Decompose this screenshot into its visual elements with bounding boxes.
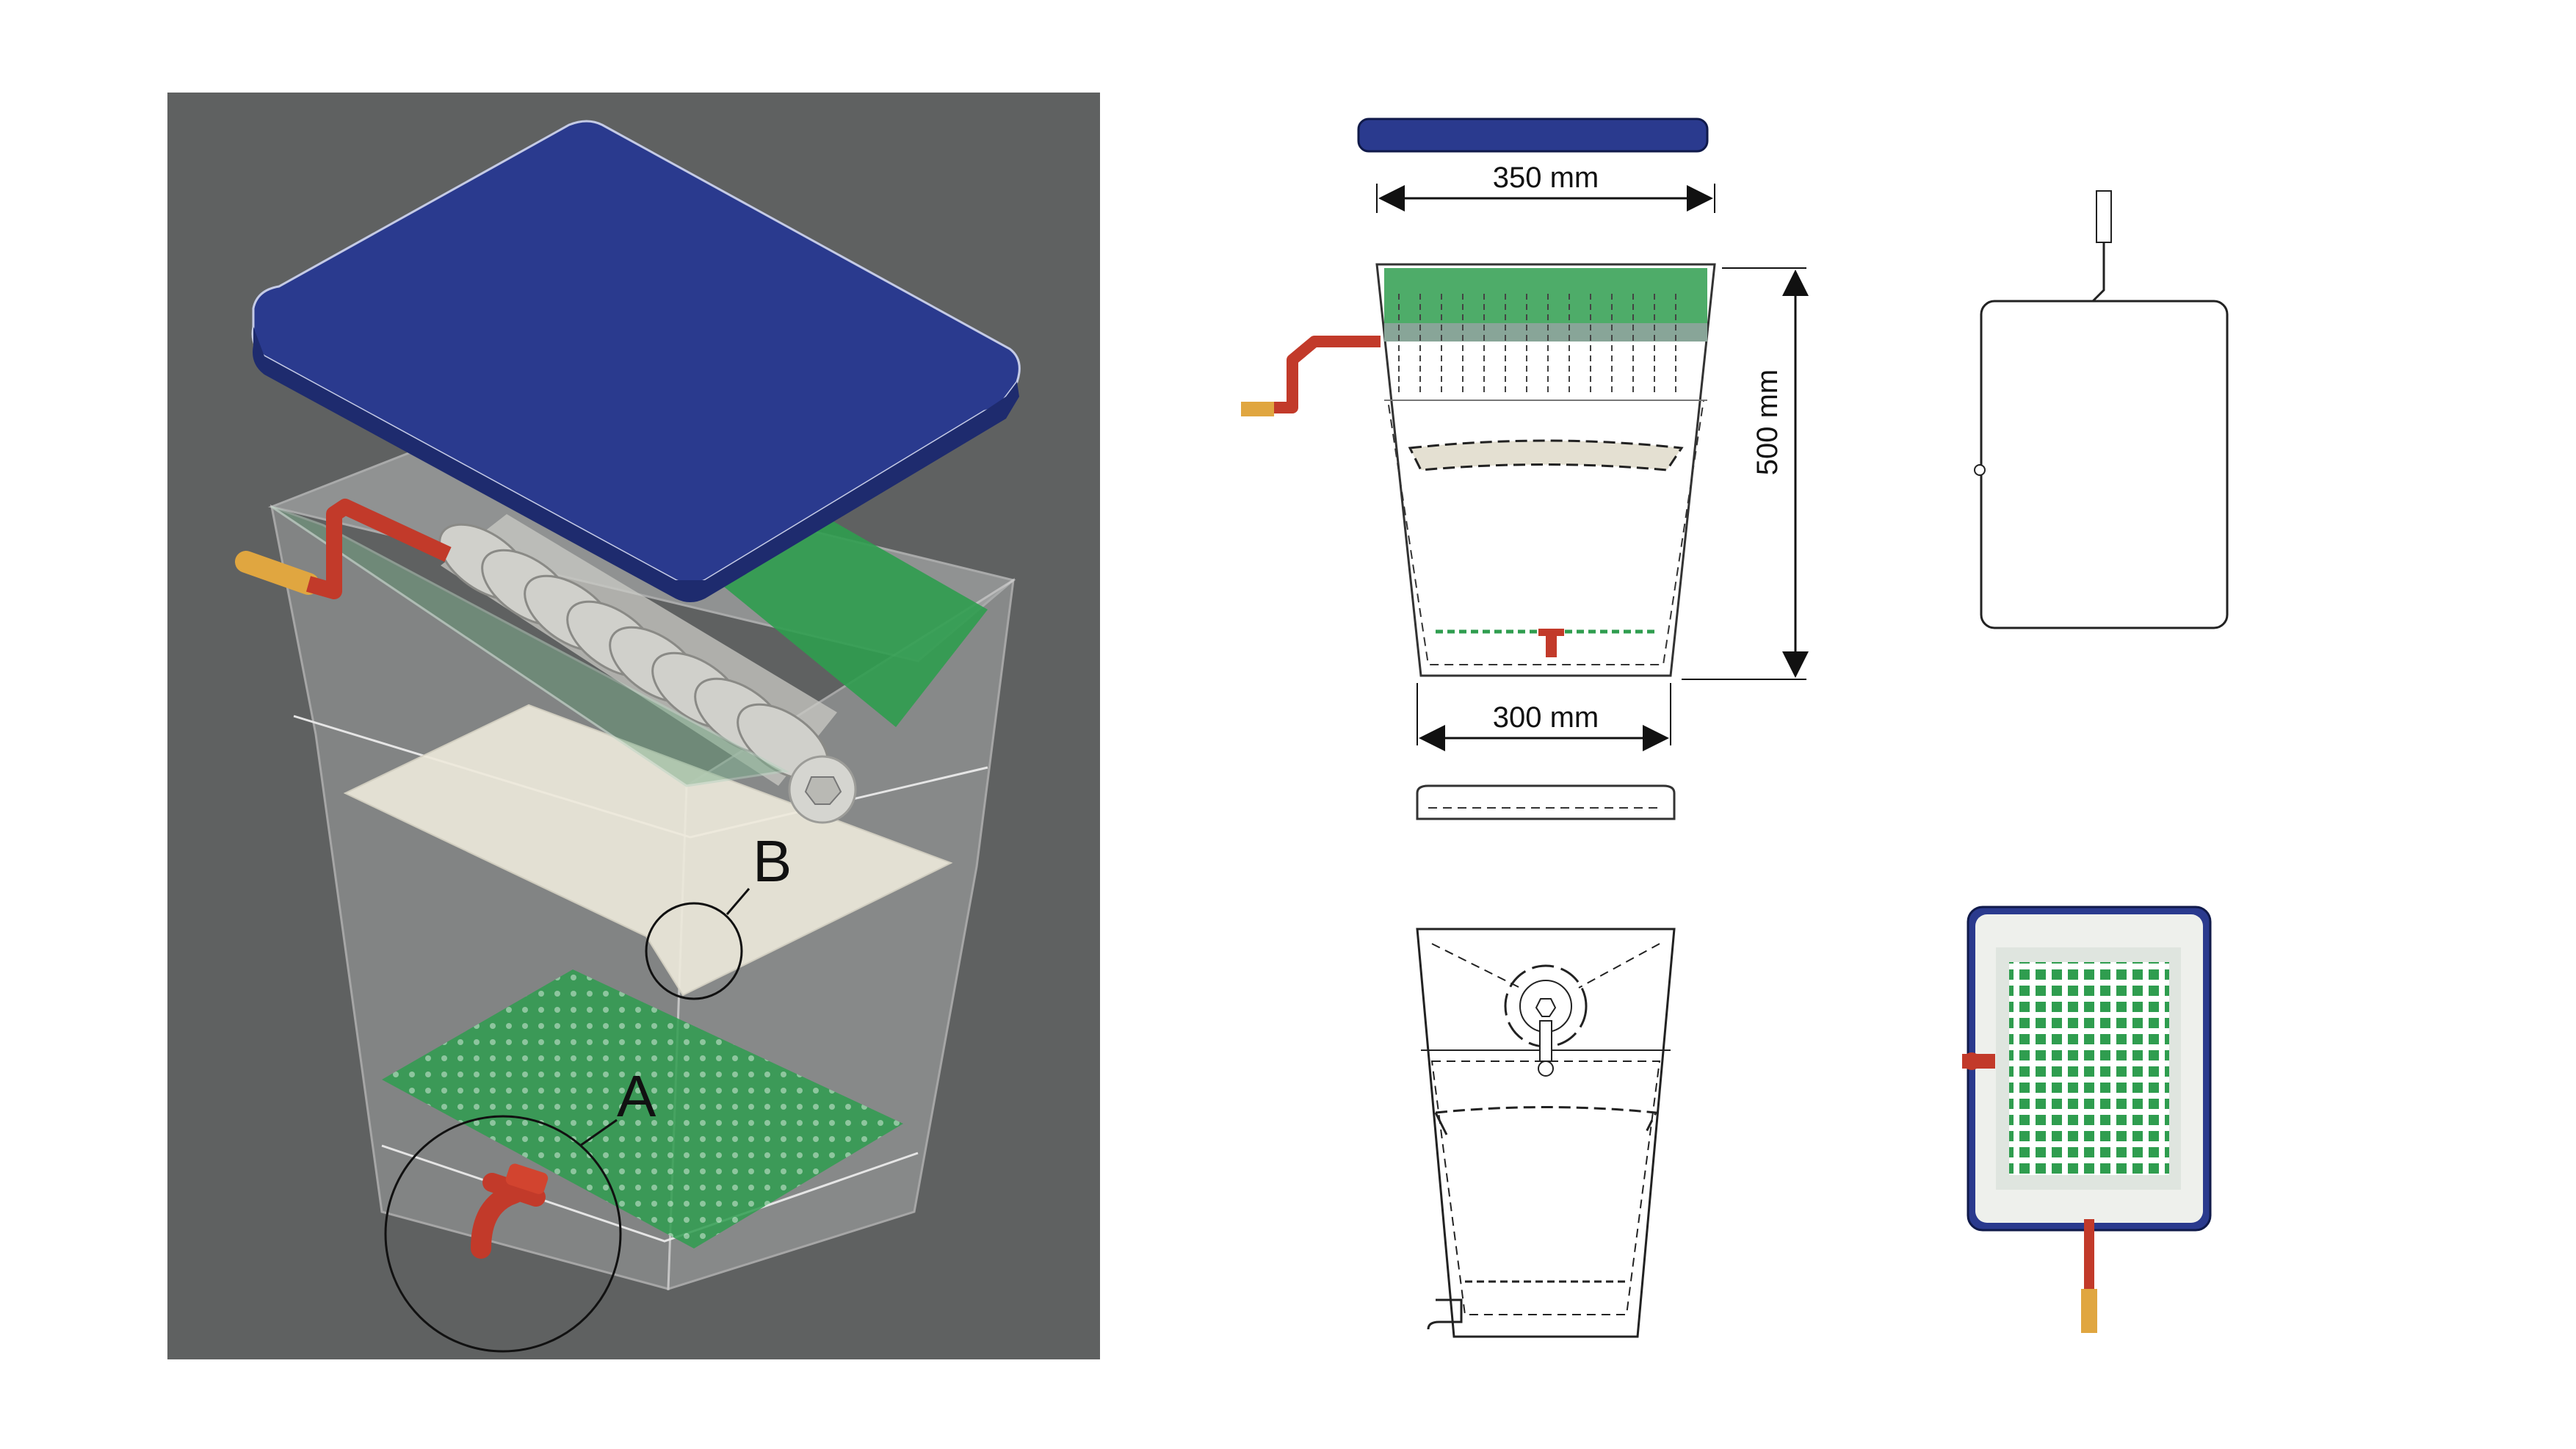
callout-label-a: A [617,1063,656,1129]
front-view: 350 mm 500 mm 300 mm [1241,118,1809,820]
filter-mesh-top [716,521,988,727]
dim-width-bottom: 300 mm [1493,701,1599,734]
callout-circle-b [645,902,743,1000]
render-panel: A B [167,93,1100,1359]
side-view [1974,190,2229,629]
callout-label-b: B [753,828,792,894]
inner-plate [343,704,953,997]
callout-circle-a [384,1115,622,1353]
dim-height: 500 mm [1751,369,1784,476]
front-lid [1357,118,1709,153]
dim-width-top: 350 mm [1493,162,1599,194]
top-view-mesh [2009,962,2169,1175]
lid [251,120,1021,602]
roller-drum [438,514,857,824]
perforated-plate [382,969,903,1249]
spigot-tap [471,1163,549,1259]
crank-handle [235,499,452,599]
side-section-view [1416,928,1676,1338]
top-view [1962,906,2212,1333]
